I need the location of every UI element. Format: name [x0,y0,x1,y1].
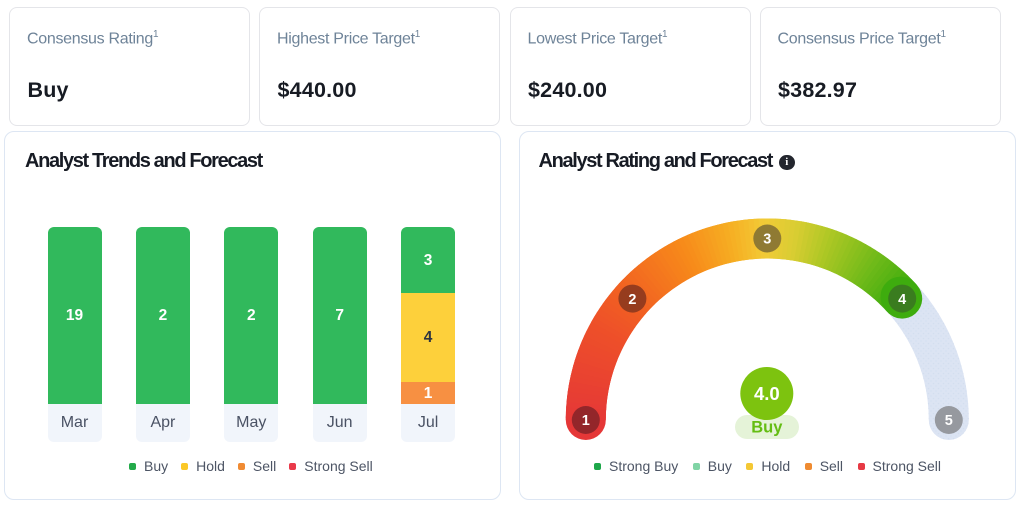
svg-text:3: 3 [763,232,771,248]
svg-text:2: 2 [628,292,636,308]
svg-text:Buy: Buy [751,419,783,437]
svg-text:4: 4 [898,292,906,308]
svg-text:1: 1 [582,413,590,429]
svg-text:5: 5 [945,413,953,429]
svg-text:4.0: 4.0 [754,383,780,404]
